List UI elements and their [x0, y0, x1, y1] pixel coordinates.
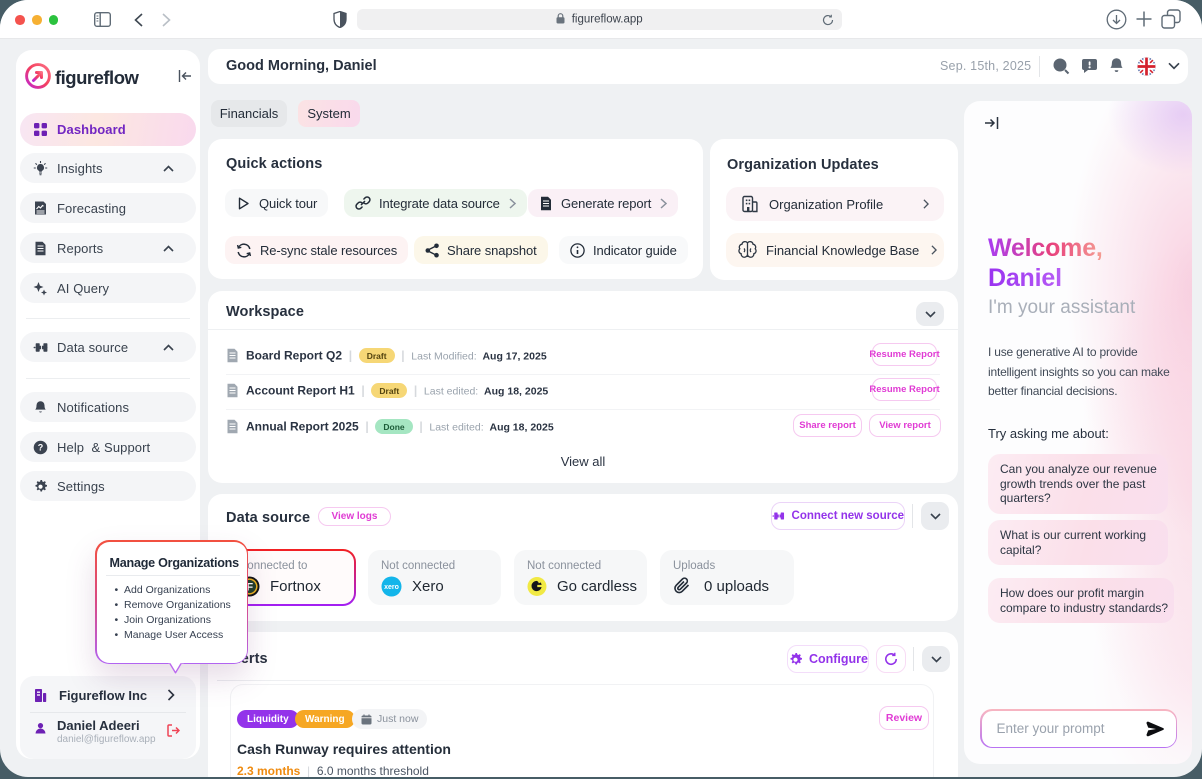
svg-text:F: F	[246, 582, 253, 594]
svg-text:?: ?	[38, 442, 44, 452]
svg-text:xero: xero	[384, 584, 399, 591]
